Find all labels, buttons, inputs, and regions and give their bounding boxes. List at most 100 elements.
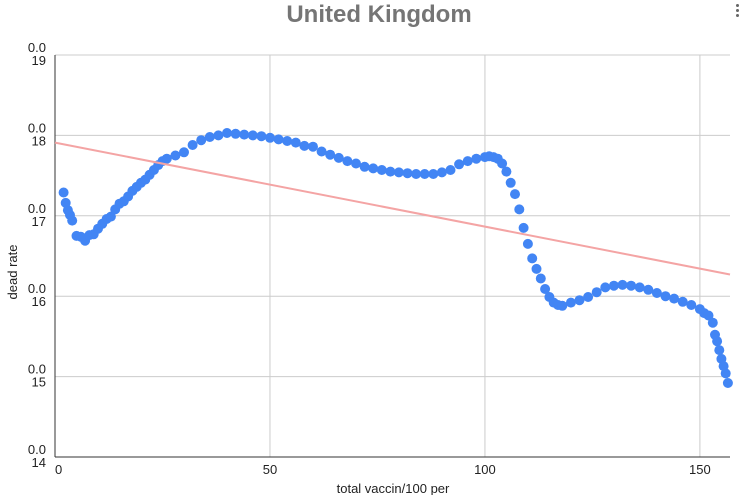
data-point <box>557 300 568 311</box>
data-points <box>58 128 733 388</box>
data-point <box>591 287 602 298</box>
data-point <box>376 165 387 175</box>
x-tick-label: 150 <box>689 462 711 477</box>
y-tick-label: 0.0 <box>28 362 46 377</box>
data-point <box>428 169 439 179</box>
data-point <box>230 128 241 139</box>
data-point <box>308 141 318 152</box>
data-point <box>527 253 538 264</box>
data-point <box>660 291 671 302</box>
data-point <box>518 222 529 233</box>
data-point <box>514 204 525 215</box>
data-point <box>471 153 482 164</box>
y-tick-label: 0.0 <box>28 201 46 216</box>
y-axis-label: dead rate <box>5 245 20 300</box>
data-point <box>462 156 473 167</box>
data-point <box>273 134 284 145</box>
data-point <box>669 293 680 304</box>
data-point <box>282 136 293 146</box>
y-tick-label: 0.0 <box>28 281 46 296</box>
y-tick-label: 16 <box>32 294 46 309</box>
data-point <box>574 295 585 306</box>
y-tick-label: 0.0 <box>28 120 46 135</box>
data-point <box>179 147 189 158</box>
data-point <box>712 336 723 347</box>
data-point <box>510 189 520 200</box>
data-point <box>454 159 465 170</box>
y-tick-label: 17 <box>32 214 46 229</box>
data-point <box>333 152 344 163</box>
grid <box>54 54 730 458</box>
x-axis-ticks: 0 50 100 150 <box>55 462 711 477</box>
data-point <box>290 137 301 148</box>
data-point <box>505 177 516 188</box>
chart-title: United Kingdom <box>286 1 471 28</box>
data-point <box>213 130 224 141</box>
data-point <box>222 128 232 138</box>
data-point <box>204 132 215 142</box>
data-point <box>535 273 546 284</box>
data-point <box>707 317 718 328</box>
y-tick-label: 19 <box>32 53 46 68</box>
data-point <box>608 280 619 291</box>
data-point <box>351 158 361 169</box>
data-point <box>436 167 447 178</box>
data-point <box>299 140 310 151</box>
data-point <box>497 158 508 169</box>
data-point <box>325 149 336 160</box>
data-point <box>385 166 396 177</box>
x-tick-label: 0 <box>55 462 62 477</box>
x-tick-label: 100 <box>474 462 496 477</box>
data-point <box>187 140 198 150</box>
y-tick-label: 15 <box>32 375 46 390</box>
data-point <box>105 211 116 222</box>
data-point <box>677 296 688 307</box>
data-point <box>239 129 250 140</box>
data-point <box>247 130 258 141</box>
data-point <box>368 163 379 174</box>
data-point <box>565 297 576 308</box>
more-options-icon[interactable] <box>732 2 742 22</box>
data-point <box>651 288 662 298</box>
y-tick-label: 0.0 <box>28 442 46 457</box>
data-point <box>445 165 456 175</box>
data-point <box>501 166 512 177</box>
data-point <box>402 168 413 179</box>
x-axis-label: total vaccin/100 per <box>337 481 450 495</box>
data-point <box>58 187 69 198</box>
data-point <box>522 238 533 249</box>
data-point <box>720 368 731 379</box>
data-point <box>419 169 430 179</box>
data-point <box>531 263 542 274</box>
y-tick-label: 14 <box>32 455 46 470</box>
data-point <box>600 282 611 293</box>
data-point <box>626 280 637 291</box>
data-point <box>316 146 327 157</box>
data-point <box>359 161 370 172</box>
data-point <box>686 300 697 310</box>
data-point <box>393 167 404 178</box>
trendline-group <box>54 141 731 276</box>
data-point <box>67 215 78 226</box>
data-point <box>196 135 207 146</box>
data-point <box>342 156 353 167</box>
data-point <box>714 345 725 356</box>
data-point <box>703 310 714 321</box>
data-point <box>722 378 733 388</box>
data-point <box>265 132 275 143</box>
data-point <box>617 279 628 290</box>
y-tick-label: 18 <box>32 133 46 148</box>
data-point <box>256 131 267 142</box>
y-tick-label: 0.0 <box>28 40 46 55</box>
data-point <box>161 153 172 164</box>
data-point <box>634 282 645 293</box>
x-tick-label: 50 <box>263 462 277 477</box>
data-point <box>411 169 422 179</box>
data-point <box>583 292 594 302</box>
data-point <box>643 284 654 295</box>
trendline <box>54 141 731 276</box>
data-point <box>540 284 551 294</box>
data-point <box>170 150 181 161</box>
